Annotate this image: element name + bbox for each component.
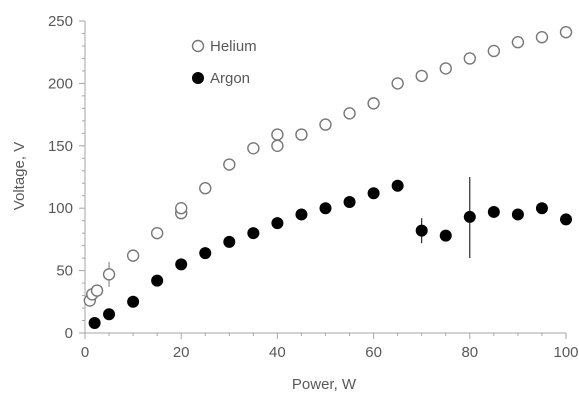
argon-point — [415, 224, 428, 237]
y-tick-label: 200 — [48, 75, 73, 92]
helium-point — [439, 62, 452, 75]
legend-marker-helium — [191, 39, 205, 53]
helium-point — [199, 182, 212, 195]
ticks: 0 20 40 60 80 100 0 50 100 150 200 250 — [48, 13, 579, 361]
helium-point — [271, 128, 284, 141]
helium-point — [271, 139, 284, 153]
helium-point — [319, 118, 332, 131]
y-tick-label: 100 — [48, 200, 73, 217]
argon-point — [103, 308, 116, 321]
y-axis-label: Voltage, V — [11, 142, 28, 210]
helium-point — [223, 158, 236, 171]
y-tick-label: 250 — [48, 13, 73, 30]
helium-point — [535, 31, 549, 44]
argon-point — [151, 274, 164, 287]
helium-point — [559, 26, 573, 39]
argon-point — [271, 217, 284, 230]
x-tick-label: 80 — [461, 344, 478, 361]
argon-point — [175, 258, 188, 271]
helium-point — [511, 36, 525, 49]
helium-point — [126, 249, 140, 262]
helium-point — [463, 52, 476, 65]
helium-point — [391, 77, 404, 90]
legend-marker-argon — [192, 72, 204, 84]
x-tick-label: 20 — [173, 344, 190, 361]
argon-point — [391, 179, 404, 192]
argon-point — [223, 235, 236, 248]
y-tick-label: 150 — [48, 138, 73, 155]
argon-point — [295, 208, 308, 221]
argon-point — [511, 208, 524, 221]
argon-point — [560, 213, 572, 226]
helium-point — [90, 284, 104, 297]
helium-point — [295, 128, 308, 141]
y-tick-label: 50 — [56, 263, 73, 280]
x-tick-label: 40 — [269, 344, 286, 361]
helium-point — [367, 97, 380, 110]
argon-point — [487, 205, 500, 218]
argon-point — [88, 317, 101, 330]
helium-point — [415, 69, 428, 83]
helium-point — [150, 226, 164, 240]
x-tick-label: 0 — [81, 344, 89, 361]
x-tick-label: 60 — [365, 344, 382, 361]
argon-point — [439, 229, 452, 242]
legend-label-helium: Helium — [210, 38, 257, 55]
helium-point — [487, 44, 501, 58]
argon-point — [199, 247, 212, 260]
argon-point — [247, 227, 260, 240]
argon-point — [319, 202, 332, 215]
helium-point — [174, 201, 188, 215]
argon-point — [535, 202, 548, 215]
x-axis-label: Power, W — [292, 376, 357, 392]
helium-point — [102, 268, 116, 281]
argon-point — [343, 195, 356, 208]
x-tick-label: 100 — [553, 344, 578, 361]
legend-label-argon: Argon — [210, 70, 250, 87]
y-tick-label: 0 — [65, 325, 73, 342]
argon-point — [463, 210, 476, 223]
helium-point — [343, 107, 356, 120]
argon-point — [367, 187, 380, 200]
argon-point — [127, 295, 140, 308]
legend: Helium Argon — [191, 38, 257, 87]
helium-point — [247, 142, 260, 155]
data-points — [83, 26, 573, 330]
